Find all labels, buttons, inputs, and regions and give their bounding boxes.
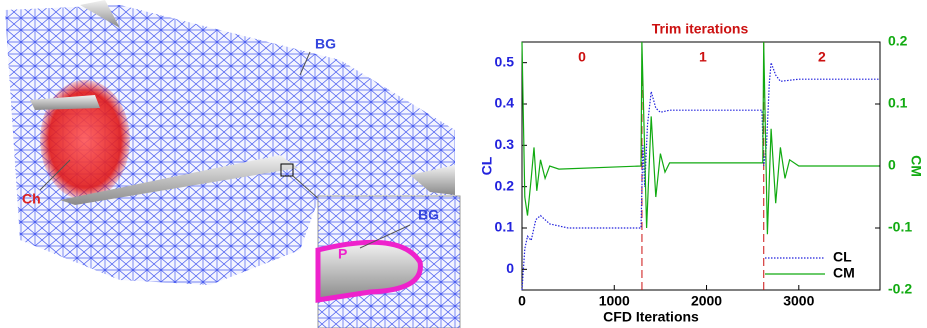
y-tick-label: 0.2 <box>495 177 515 193</box>
chart-title: Trim iterations <box>652 21 749 37</box>
legend-label: CL <box>833 249 852 265</box>
trim-label: 0 <box>578 49 586 65</box>
y2-tick-label: 0.1 <box>888 95 908 111</box>
y-tick-label: 0.3 <box>495 136 515 152</box>
y2-tick-label: -0.2 <box>888 281 912 297</box>
x-tick-label: 1000 <box>599 293 630 309</box>
mesh-image: BG Ch BG P <box>5 0 460 328</box>
legend-label: CM <box>833 265 855 281</box>
page: BG Ch BG P Trim iterations CFD Iteration… <box>0 0 927 328</box>
trim-label: 1 <box>699 49 707 65</box>
figure: BG Ch BG P Trim iterations CFD Iteration… <box>0 0 927 328</box>
x-axis-label: CFD Iterations <box>603 309 699 325</box>
y-tick-label: 0.5 <box>495 53 515 69</box>
x-tick-label: 0 <box>518 293 526 309</box>
series-line <box>522 63 879 290</box>
y-tick-label: 0.1 <box>495 219 515 235</box>
x-tick-label: 2000 <box>691 293 722 309</box>
label: P <box>338 246 347 262</box>
y-tick-label: 0 <box>506 260 514 276</box>
label: BG <box>418 207 439 223</box>
trim-label: 2 <box>818 49 826 65</box>
y2-tick-label: -0.1 <box>888 219 912 235</box>
x-tick-label: 3000 <box>783 293 814 309</box>
series-line <box>522 42 879 234</box>
y2-tick-label: 0.2 <box>888 33 908 49</box>
y2-axis-label: CM <box>908 155 924 177</box>
label: Ch <box>22 191 41 207</box>
label: BG <box>315 36 336 52</box>
y-tick-label: 0.4 <box>495 95 515 111</box>
y-axis-label: CL <box>479 156 495 175</box>
y2-tick-label: 0 <box>888 157 896 173</box>
